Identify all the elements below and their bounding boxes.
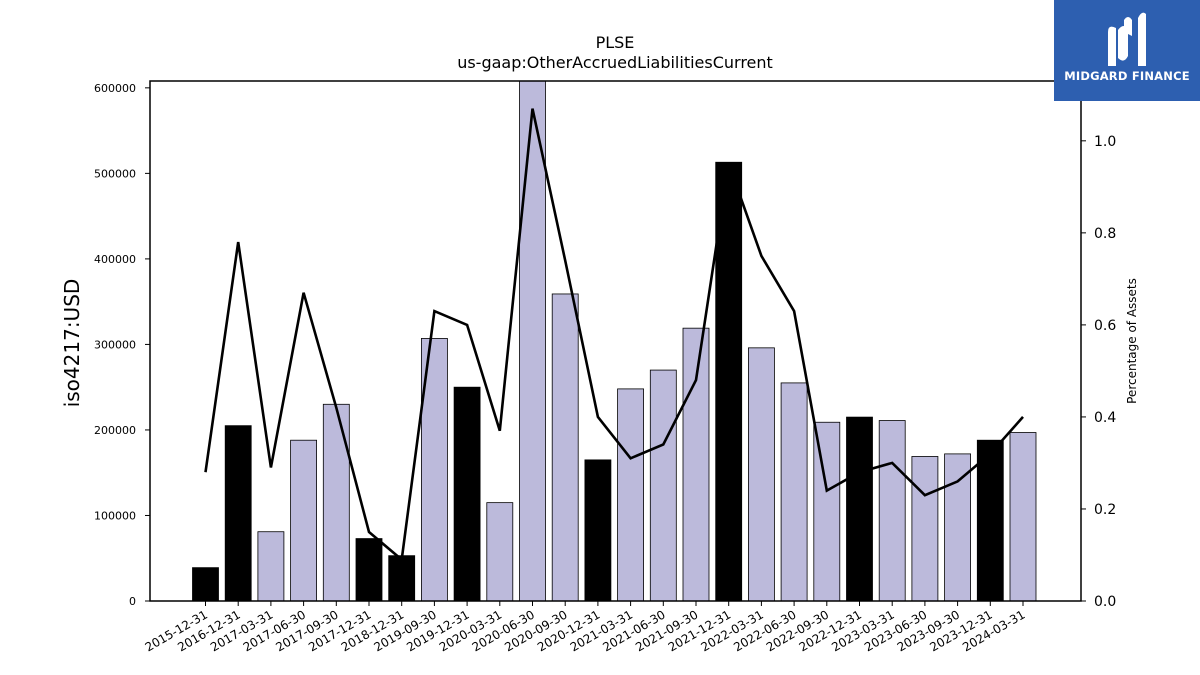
bar-2016-12-31 bbox=[224, 425, 252, 602]
y-tick-label: 600000 bbox=[94, 82, 136, 95]
line-group bbox=[204, 108, 1024, 563]
bars-group bbox=[192, 80, 1037, 602]
y-tick-label: 200000 bbox=[94, 424, 136, 437]
bar-2017-03-31 bbox=[257, 531, 285, 602]
bar-2022-03-31 bbox=[748, 347, 775, 602]
brand-logo: MIDGARD FINANCE bbox=[1054, 0, 1200, 101]
bar-2023-12-31 bbox=[976, 439, 1004, 602]
y-right-tick-label: 0.0 bbox=[1094, 594, 1116, 610]
bar-2020-06-30 bbox=[519, 80, 546, 602]
bar-2021-06-30 bbox=[649, 369, 677, 602]
bar-2023-03-31 bbox=[878, 420, 906, 602]
bar-2022-12-31 bbox=[846, 416, 873, 602]
y-right-tick-label: 0.6 bbox=[1094, 318, 1116, 334]
y-tick-label: 500000 bbox=[94, 167, 136, 180]
y-axis-label: iso4217:USD bbox=[60, 279, 84, 408]
y-tick-label: 400000 bbox=[94, 253, 136, 266]
bar-2021-03-31 bbox=[617, 388, 644, 602]
bar-2022-06-30 bbox=[780, 382, 808, 602]
y-right-tick-label: 0.8 bbox=[1094, 226, 1116, 242]
chart-title: PLSE bbox=[596, 33, 635, 52]
bar-2019-12-31 bbox=[453, 386, 481, 602]
bar-2017-09-30 bbox=[322, 403, 350, 602]
bar-2023-06-30 bbox=[911, 456, 939, 602]
bar-2022-09-30 bbox=[813, 421, 841, 602]
chart-subtitle: us-gaap:OtherAccruedLiabilitiesCurrent bbox=[457, 53, 773, 72]
bar-2017-12-31 bbox=[355, 538, 383, 602]
y-right-tick-label: 1.0 bbox=[1094, 134, 1116, 150]
bar-2024-03-31 bbox=[1009, 432, 1037, 602]
plot-frame bbox=[149, 80, 1082, 602]
bar-2020-03-31 bbox=[486, 502, 514, 602]
y-right-tick-label: 0.2 bbox=[1094, 502, 1116, 518]
bar-2020-09-30 bbox=[551, 293, 579, 602]
bar-2020-12-31 bbox=[584, 459, 612, 602]
bar-2021-09-30 bbox=[682, 327, 710, 602]
y-tick-label: 100000 bbox=[94, 509, 136, 522]
percentage-line bbox=[204, 108, 1024, 563]
bar-2017-06-30 bbox=[290, 439, 318, 602]
y-tick-label: 0 bbox=[129, 595, 136, 608]
y-tick-label: 300000 bbox=[94, 338, 136, 351]
bar-2015-12-31 bbox=[192, 567, 219, 602]
y-right-tick-label: 0.4 bbox=[1094, 410, 1116, 426]
brand-name: MIDGARD FINANCE bbox=[1064, 69, 1190, 83]
y-axis-label-right: Percentage of Assets bbox=[1125, 278, 1139, 404]
bar-2021-12-31 bbox=[715, 161, 743, 602]
bar-2023-09-30 bbox=[944, 453, 971, 602]
bar-2018-12-31 bbox=[388, 555, 416, 602]
midgard-m-logo-icon bbox=[1108, 12, 1146, 67]
